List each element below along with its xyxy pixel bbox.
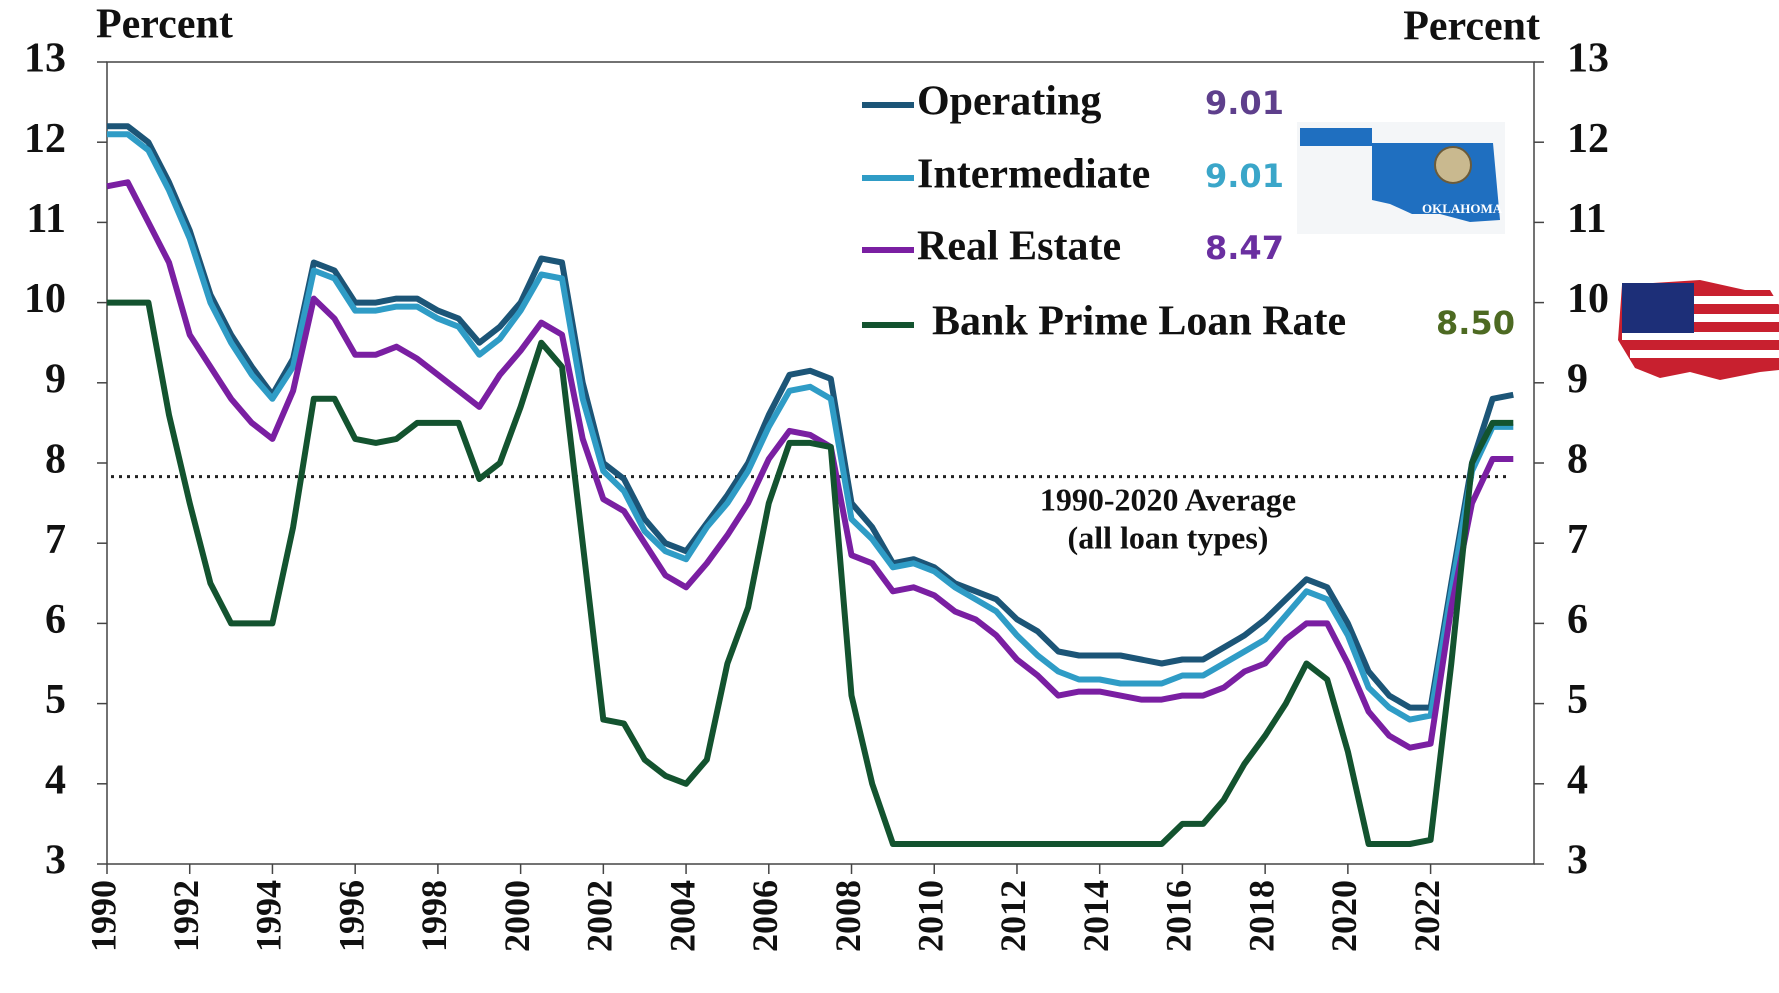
y2-tick-label: 6 [1567,597,1588,643]
x-tick-label: 1996 [331,880,371,952]
y-tick-label: 9 [45,356,66,402]
y-tick-label: 12 [24,116,66,162]
x-tick-label: 2000 [497,880,537,952]
legend-label: Bank Prime Loan Rate [932,299,1346,345]
x-tick-label: 2008 [828,880,868,952]
x-tick-label: 2014 [1076,880,1116,952]
y2-tick-label: 10 [1567,276,1609,322]
y-tick-label: 13 [24,36,66,82]
oklahoma-map: OKLAHOMA [1297,122,1505,234]
legend-label: Real Estate [917,224,1121,270]
annotation: (all loan types) [1068,519,1269,555]
x-tick-label: 2006 [745,880,785,952]
map-label: OKLAHOMA [1422,201,1503,216]
y2-tick-label: 12 [1567,116,1609,162]
y2-tick-label: 11 [1567,196,1607,242]
y-tick-label: 3 [45,838,66,884]
y2-tick-label: 13 [1567,36,1609,82]
y-tick-label: 11 [26,196,66,242]
y-tick-label: 5 [45,677,66,723]
x-tick-label: 2022 [1407,880,1447,952]
y2-axis-label: Percent [1403,4,1540,50]
series-line [107,123,1514,711]
y2-tick-label: 5 [1567,677,1588,723]
x-tick-label: 1992 [166,880,206,952]
y2-tick-label: 9 [1567,356,1588,402]
plot-frame [106,61,1535,865]
x-tick-label: 2012 [993,880,1033,952]
x-tick-label: 2020 [1324,880,1364,952]
us-flag-map [1618,280,1779,380]
x-tick-label: 2016 [1159,880,1199,952]
annotation: 1990-2020 Average [1040,481,1296,517]
x-tick-label: 1990 [83,880,123,952]
legend-label: Intermediate [917,152,1150,198]
legend-value: 9.01 [1205,157,1284,195]
x-tick-label: 2004 [662,880,702,952]
y-tick-label: 7 [45,517,66,563]
y2-tick-label: 7 [1567,517,1588,563]
series-line [107,299,1514,847]
legend-value: 9.01 [1205,84,1284,122]
x-tick-label: 1994 [249,880,289,952]
x-tick-label: 2010 [911,880,951,952]
y-tick-label: 8 [45,437,66,483]
series-line [106,179,1514,751]
legend-value: 8.47 [1205,229,1284,267]
y2-tick-label: 8 [1567,437,1588,483]
y-axis-label: Percent [96,2,233,48]
y-tick-label: 4 [45,757,66,803]
y2-tick-label: 4 [1567,757,1588,803]
y-tick-label: 6 [45,597,66,643]
y-tick-label: 10 [24,276,66,322]
x-tick-label: 1998 [414,880,454,952]
legend-value: 8.50 [1436,304,1515,342]
series-line [107,131,1514,723]
y2-tick-label: 3 [1567,838,1588,884]
x-tick-label: 2018 [1241,880,1281,952]
x-tick-label: 2002 [580,880,620,952]
legend-label: Operating [917,79,1101,125]
